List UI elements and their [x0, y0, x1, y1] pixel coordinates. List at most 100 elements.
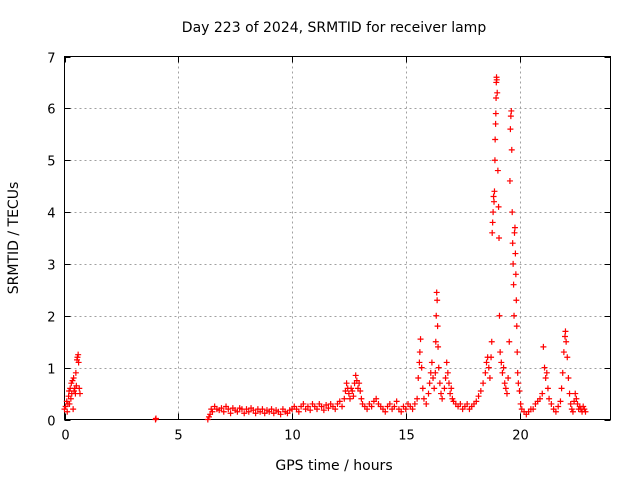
- data-point: [566, 390, 573, 397]
- data-point: [323, 401, 330, 408]
- data-point: [573, 395, 580, 402]
- data-point: [543, 369, 550, 376]
- data-point: [563, 338, 570, 345]
- y-tick-label: 1: [47, 363, 55, 378]
- data-point: [241, 410, 248, 417]
- data-point: [252, 410, 259, 417]
- data-point: [517, 400, 524, 407]
- data-point: [498, 359, 505, 366]
- axis-ticks: 0 5 10 15 20 0 1 2 3 4 5 6 7: [47, 52, 611, 444]
- data-point: [506, 177, 513, 184]
- y-tick-label: 7: [47, 52, 55, 67]
- data-point: [66, 400, 73, 407]
- data-point: [432, 338, 439, 345]
- data-point: [510, 281, 517, 288]
- data-point: [341, 395, 348, 402]
- data-point: [350, 393, 357, 400]
- data-point: [339, 403, 346, 410]
- y-axis-title: SRMTID / TECUs: [6, 182, 22, 295]
- grid-lines: [64, 56, 611, 420]
- data-point: [500, 364, 507, 371]
- data-point: [492, 120, 499, 127]
- data-point: [320, 407, 327, 414]
- data-point: [373, 395, 380, 402]
- data-point: [76, 390, 83, 397]
- data-point: [432, 369, 439, 376]
- data-point: [491, 188, 498, 195]
- data-point: [514, 369, 521, 376]
- data-point: [555, 403, 562, 410]
- data-point: [511, 229, 518, 236]
- data-point: [448, 385, 455, 392]
- y-tick-label: 4: [47, 207, 55, 222]
- data-point: [357, 387, 364, 394]
- data-point: [565, 375, 572, 382]
- data-point: [336, 398, 343, 405]
- data-point: [559, 369, 566, 376]
- data-point: [382, 408, 389, 415]
- data-point: [284, 410, 291, 417]
- data-point: [358, 395, 365, 402]
- x-tick-label: 5: [174, 429, 182, 444]
- data-point: [398, 408, 405, 415]
- data-point: [209, 408, 216, 415]
- data-point: [507, 126, 514, 133]
- data-point: [552, 408, 559, 415]
- data-point: [442, 375, 449, 382]
- data-point: [508, 107, 515, 114]
- data-point: [436, 380, 443, 387]
- y-tick-label: 2: [47, 311, 55, 326]
- data-point: [486, 375, 493, 382]
- data-point: [75, 351, 82, 358]
- data-point: [435, 364, 442, 371]
- data-point: [419, 385, 426, 392]
- data-point: [439, 395, 446, 402]
- x-tick-label: 20: [512, 429, 529, 444]
- data-point: [512, 250, 519, 257]
- data-point: [152, 415, 159, 422]
- data-point: [444, 369, 451, 376]
- data-point: [492, 136, 499, 143]
- data-point: [268, 406, 275, 413]
- data-point: [511, 312, 518, 319]
- data-point: [433, 312, 440, 319]
- data-point: [494, 89, 501, 96]
- data-points: [61, 74, 589, 423]
- data-point: [295, 408, 302, 415]
- data-point: [250, 407, 257, 414]
- data-point: [508, 146, 515, 153]
- data-point: [488, 354, 495, 361]
- data-point: [499, 369, 506, 376]
- data-point: [441, 385, 448, 392]
- data-point: [513, 323, 520, 330]
- data-point: [411, 400, 418, 407]
- data-point: [536, 395, 543, 402]
- data-point: [227, 410, 234, 417]
- data-point: [300, 400, 307, 407]
- data-point: [540, 343, 547, 350]
- data-point: [539, 390, 546, 397]
- data-point: [530, 406, 537, 413]
- data-point: [509, 209, 516, 216]
- data-point: [473, 398, 480, 405]
- data-point: [560, 349, 567, 356]
- data-point: [512, 271, 519, 278]
- data-point: [541, 364, 548, 371]
- data-point: [314, 406, 321, 413]
- data-point: [492, 110, 499, 117]
- data-point: [562, 333, 568, 340]
- data-point: [415, 375, 422, 382]
- data-point: [70, 375, 77, 382]
- data-point: [356, 380, 363, 387]
- data-point: [494, 167, 501, 174]
- x-tick-label: 15: [398, 429, 415, 444]
- data-point: [438, 390, 445, 397]
- data-point: [485, 364, 492, 371]
- data-point: [72, 369, 79, 376]
- data-point: [491, 198, 498, 205]
- data-point: [220, 408, 227, 415]
- data-point: [477, 387, 484, 394]
- data-point: [416, 349, 423, 356]
- data-point: [420, 395, 427, 402]
- data-point: [496, 312, 503, 319]
